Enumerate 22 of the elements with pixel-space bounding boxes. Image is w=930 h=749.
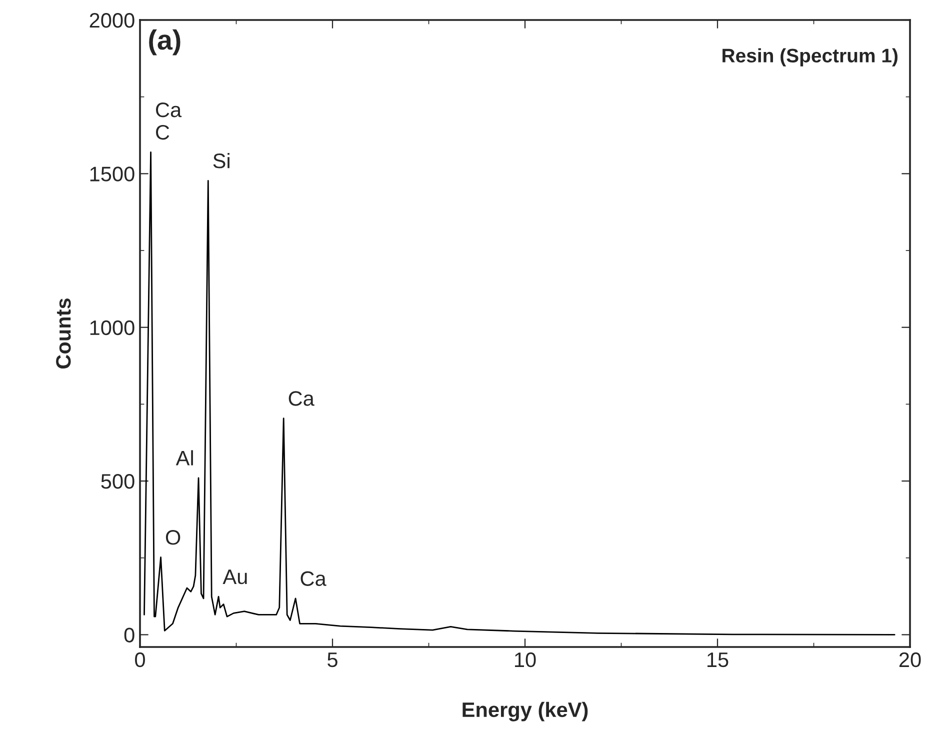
y-axis-title: Counts xyxy=(56,298,71,369)
annotation: Ca xyxy=(300,571,326,586)
annotation: Ca C xyxy=(156,102,182,140)
annotation: (a) xyxy=(149,29,180,56)
x-tick-label: 10 xyxy=(515,652,536,668)
annotation: Al xyxy=(176,450,193,466)
x-tick-label: 0 xyxy=(135,652,145,668)
y-tick-label: 2000 xyxy=(90,13,134,28)
annotation: Au xyxy=(222,570,247,584)
y-tick-label: 1500 xyxy=(90,166,134,182)
y-tick-label: 0 xyxy=(124,628,134,642)
x-tick-label: 20 xyxy=(899,652,921,668)
line-series xyxy=(144,151,896,636)
annotation: O xyxy=(166,530,180,545)
annotation: Ca xyxy=(288,391,314,406)
x-axis-title: Energy (keV) xyxy=(462,702,588,722)
y-tick-label: 500 xyxy=(101,474,134,489)
x-tick-label: 5 xyxy=(328,652,338,668)
y-tick-label: 1000 xyxy=(90,320,134,336)
annotation: Si xyxy=(213,152,230,168)
x-tick-label: 15 xyxy=(708,652,728,668)
annotation: Resin (Spectrum 1) xyxy=(722,48,898,66)
